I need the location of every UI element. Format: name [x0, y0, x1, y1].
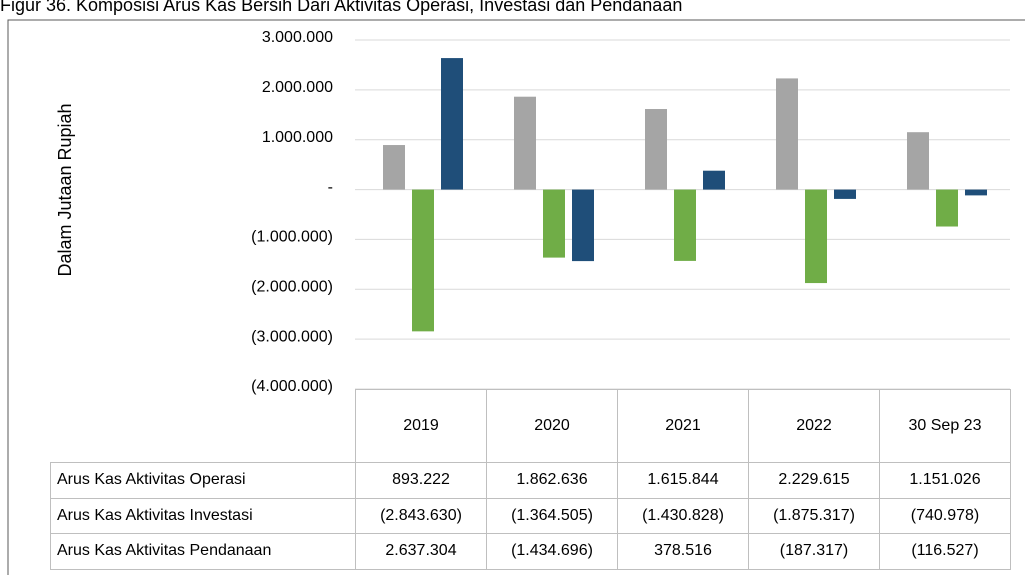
data-label: (2.843.630) — [355, 497, 487, 534]
data-label: (187.317) — [748, 533, 880, 570]
bar — [543, 189, 565, 258]
table-row: Arus Kas Aktivitas Operasi 893.222 1.862.6… — [50, 462, 1011, 499]
y-tick-label: (1.000.000) — [251, 229, 333, 246]
bar — [412, 189, 434, 332]
legend-label: Arus Kas Aktivitas Pendanaan — [50, 533, 356, 570]
y-tick-label: 3.000.000 — [262, 29, 333, 46]
bar — [965, 189, 987, 196]
bar — [383, 145, 405, 190]
chart-border — [7, 19, 1025, 575]
y-tick-label: (2.000.000) — [251, 279, 333, 296]
data-label: (1.434.696) — [486, 533, 618, 570]
y-axis-label: Dalam Jutaan Rupiah — [55, 103, 75, 276]
data-label: 2.637.304 — [355, 533, 487, 570]
y-tick-label: (3.000.000) — [251, 328, 333, 345]
data-table: 2019 2020 2021 2022 30 Sep 23 Arus Kas Aktivi… — [50, 389, 1011, 570]
bar — [674, 189, 696, 261]
bar — [776, 78, 798, 190]
table-row: Arus Kas Aktivitas Pendanaan 2.637.304 (1.… — [50, 533, 1011, 570]
bar — [645, 109, 667, 190]
data-label: 1.615.844 — [617, 462, 749, 499]
y-tick-label: 2.000.000 — [262, 79, 333, 96]
legend-label: Arus Kas Aktivitas Investasi — [50, 497, 356, 534]
data-label: (740.978) — [879, 497, 1011, 534]
data-label: 378.516 — [617, 533, 749, 570]
bar — [936, 189, 958, 227]
data-label: (1.430.828) — [617, 497, 749, 534]
data-label: 1.151.026 — [879, 462, 1011, 499]
table-cell — [50, 389, 356, 463]
bar — [834, 189, 856, 199]
data-label: 1.862.636 — [486, 462, 618, 499]
bar — [514, 96, 536, 190]
bar — [805, 189, 827, 284]
bar — [703, 170, 725, 190]
data-label: 2.229.615 — [748, 462, 880, 499]
chart-title: Figur 36. Komposisi Arus Kas Bersih Dari… — [0, 0, 682, 15]
x-tick-label: 2022 — [748, 389, 880, 463]
data-label: (1.364.505) — [486, 497, 618, 534]
data-label: (1.875.317) — [748, 497, 880, 534]
bar — [441, 58, 463, 190]
bar — [572, 189, 594, 262]
y-tick-label: 1.000.000 — [262, 129, 333, 146]
x-tick-label: 2021 — [617, 389, 749, 463]
table-row: Arus Kas Aktivitas Investasi (2.843.630)(… — [50, 497, 1011, 534]
y-tick-label: - — [328, 179, 333, 196]
x-tick-label: 2019 — [355, 389, 487, 463]
x-tick-label: 30 Sep 23 — [879, 389, 1011, 463]
legend-label: Arus Kas Aktivitas Operasi — [50, 462, 356, 499]
table-header: 2019 2020 2021 2022 30 Sep 23 — [50, 389, 1011, 463]
data-label: (116.527) — [879, 533, 1011, 570]
bar — [907, 132, 929, 190]
data-label: 893.222 — [355, 462, 487, 499]
x-tick-label: 2020 — [486, 389, 618, 463]
